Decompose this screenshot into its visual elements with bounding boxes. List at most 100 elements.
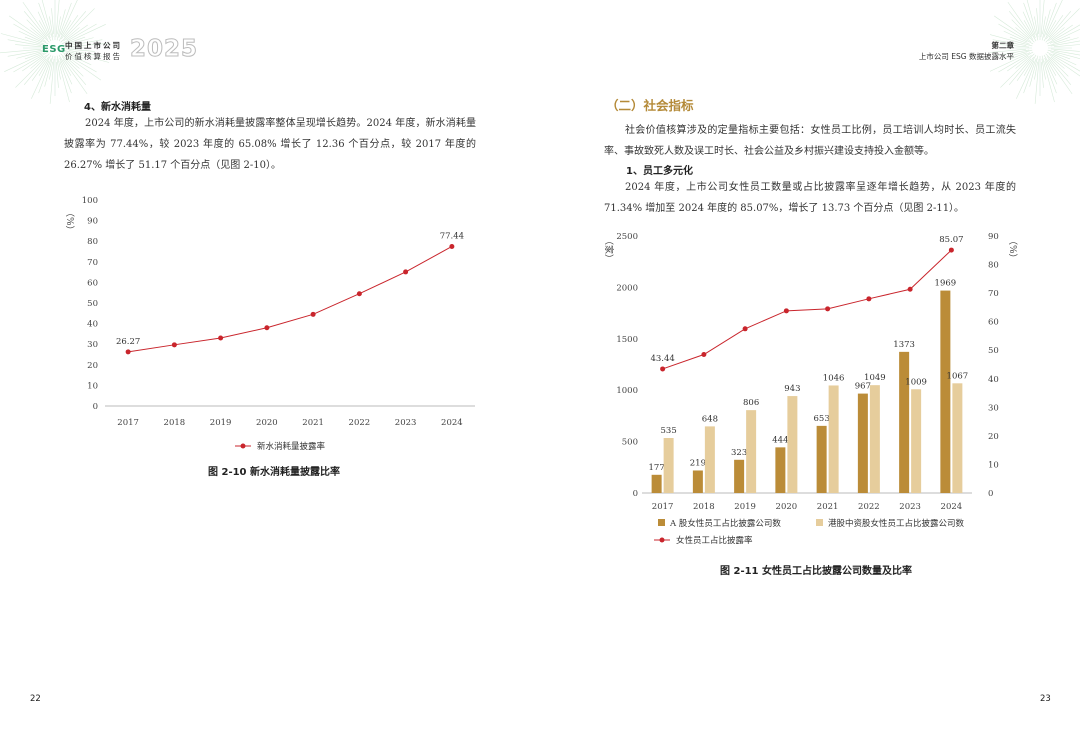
burst-ray	[65, 39, 103, 47]
bar-value-label: 535	[661, 426, 677, 436]
chapter-label: 第二章	[991, 41, 1015, 50]
bar	[911, 389, 922, 493]
female-employee-combo-chart: （家） （%） 0 500 1000 1500 2000 2500 0 10 20 30 40 50 60 7…	[603, 232, 1018, 546]
bar-value-label: 323	[731, 448, 747, 458]
burst-ray	[1015, 54, 1032, 69]
data-point	[125, 349, 131, 355]
bar	[828, 385, 839, 493]
burst-ray	[65, 48, 95, 52]
burst-ray	[38, 58, 52, 94]
logo-year: 2025	[129, 36, 199, 63]
y-right-label: （%）	[1007, 236, 1018, 263]
burst-ray	[1034, 16, 1039, 38]
burst-ray	[1053, 36, 1071, 44]
y-tick-label: 50	[87, 299, 98, 309]
burst-ray	[62, 49, 110, 63]
burst-ray	[31, 56, 49, 81]
burst-ray	[63, 27, 80, 42]
burst-ray	[24, 52, 42, 60]
burst-ray	[1046, 51, 1080, 72]
rate-point	[825, 306, 831, 312]
legend-label: 女性员工占比披露率	[676, 535, 753, 546]
y-tick-label: 20	[87, 361, 98, 371]
burst-ray	[58, 54, 72, 76]
burst-ray	[58, 2, 72, 38]
burst-ray	[31, 60, 50, 99]
y-tick-label: 40	[87, 320, 98, 330]
data-point	[310, 311, 316, 317]
burst-ray	[1052, 53, 1077, 66]
burst-ray	[1048, 11, 1072, 38]
burst-ray	[67, 53, 92, 66]
x-tick-label: 2017	[117, 418, 139, 428]
burst-ray	[1023, 20, 1037, 42]
burst-ray	[993, 15, 1032, 42]
burst-ray	[1047, 59, 1073, 95]
legend-swatch	[816, 519, 823, 526]
burst-ray	[63, 54, 102, 81]
bar-value-label: 1009	[905, 377, 927, 387]
burst-ray	[22, 1, 48, 37]
burst-ray	[1044, 61, 1057, 94]
burst-ray	[56, 58, 61, 80]
x-tick-label: 2021	[302, 418, 324, 428]
burst-ray	[990, 48, 1027, 53]
burst-ray	[1045, 8, 1080, 43]
burst-ray	[60, 53, 84, 77]
x-tick-label: 2020	[776, 502, 798, 512]
x-tick-label: 2024	[441, 418, 463, 428]
burst-ray	[65, 51, 86, 60]
burst-ray	[61, 15, 79, 40]
burst-ray	[1000, 44, 1030, 48]
burst-ray	[1041, 55, 1055, 103]
burst-ray	[0, 48, 42, 54]
bar	[746, 410, 757, 493]
burst-ray	[1026, 0, 1039, 41]
y-right-tick-label: 20	[988, 432, 999, 442]
y-left-tick-label: 1000	[616, 386, 638, 396]
burst-ray	[64, 24, 106, 44]
bar	[952, 383, 963, 493]
data-point	[171, 342, 177, 348]
burst-ray	[22, 55, 44, 72]
burst-ray	[1046, 15, 1064, 40]
legend-swatch	[658, 519, 665, 526]
burst-ray	[1043, 54, 1057, 76]
burst-ray	[60, 8, 95, 43]
rate-line	[662, 249, 952, 370]
section-title: （二）社会指标	[606, 98, 694, 113]
series-line	[128, 246, 453, 353]
y-tick-label: 80	[87, 237, 98, 247]
bar-value-label: 806	[743, 398, 759, 408]
esg-logo-text: ESG	[42, 44, 66, 55]
burst-ray	[1008, 11, 1034, 40]
legend-label: 港股中资股女性员工占比披露公司数	[828, 518, 965, 529]
burst-ray	[59, 57, 73, 85]
data-point	[403, 269, 409, 275]
burst-ray	[1034, 61, 1038, 80]
burst-ray	[1045, 0, 1063, 36]
y-left-tick-label: 2000	[616, 283, 638, 293]
burst-ray	[1044, 57, 1058, 85]
data-label: 77.44	[440, 231, 464, 241]
bar-value-label: 444	[772, 435, 788, 445]
right-paragraph-1: 社会价值核算涉及的定量指标主要包括：女性员工比例，员工培训人均时长、员工流失率、…	[604, 125, 1016, 157]
y-axis-label: （%）	[64, 208, 75, 235]
burst-ray	[1051, 24, 1073, 41]
burst-ray	[990, 52, 1031, 72]
sunburst-decoration-right	[990, 0, 1080, 104]
burst-ray	[68, 50, 103, 57]
bar-value-label: 177	[649, 463, 665, 473]
burst-ray	[13, 23, 49, 45]
bar-value-label: 1969	[935, 279, 957, 289]
burst-ray	[15, 53, 50, 88]
y-left-tick-label: 0	[633, 489, 638, 499]
bar-value-label: 653	[814, 414, 830, 424]
data-point	[264, 325, 270, 331]
burst-ray	[998, 23, 1034, 45]
burst-ray	[4, 52, 46, 72]
left-heading: 4、新水消耗量	[84, 102, 151, 113]
burst-ray	[55, 0, 60, 38]
burst-ray	[1029, 55, 1039, 87]
bar	[940, 290, 951, 493]
